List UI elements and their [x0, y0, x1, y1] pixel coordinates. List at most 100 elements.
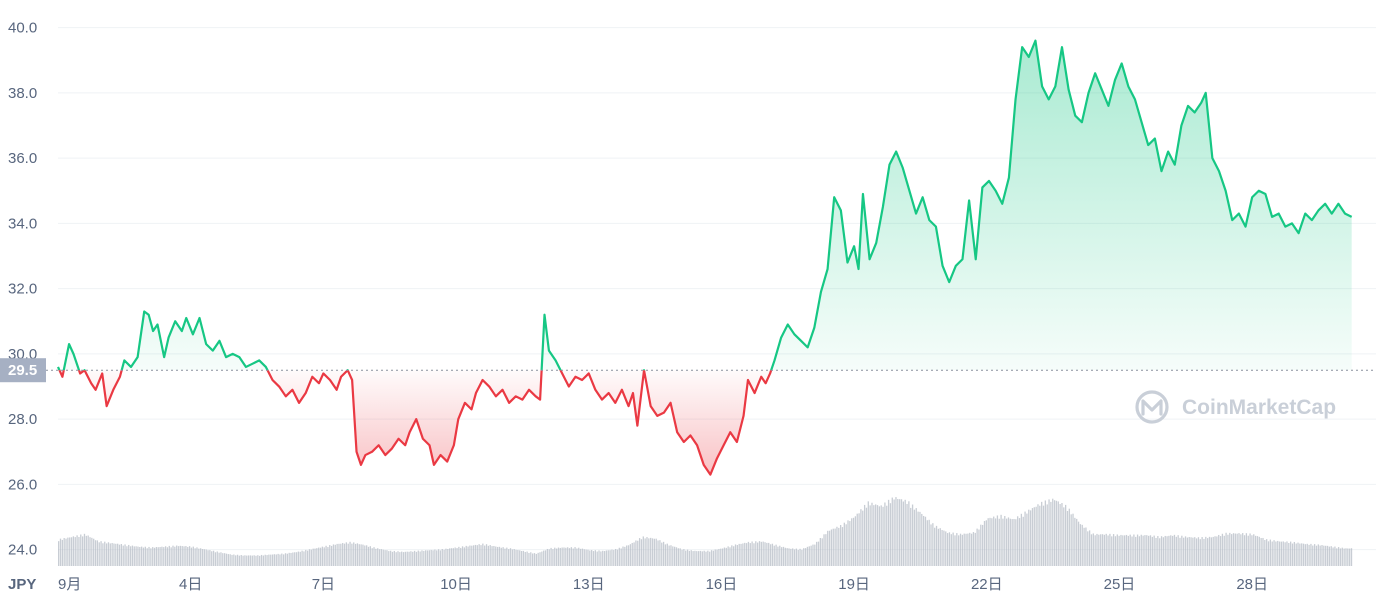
volume-bar [489, 545, 491, 566]
volume-bar [1157, 536, 1159, 566]
volume-bar [561, 547, 563, 566]
volume-bar [343, 543, 346, 566]
volume-bar [616, 549, 619, 566]
volume-bar [956, 533, 958, 566]
volume-bar [58, 541, 60, 566]
volume-bar [1347, 548, 1349, 566]
volume-bar [522, 550, 525, 566]
volume-bar [932, 523, 934, 566]
volume-bar [183, 546, 185, 566]
volume-bar [115, 543, 117, 566]
volume-bar [163, 547, 165, 566]
volume-bar [506, 547, 508, 566]
volume-bar [87, 535, 89, 566]
volume-bar [1050, 501, 1052, 566]
volume-bar [887, 499, 890, 566]
volume-bar [1306, 543, 1308, 566]
volume-bar [109, 543, 111, 566]
volume-bar [329, 545, 331, 566]
volume-bar [548, 549, 550, 566]
volume-bar [1251, 535, 1253, 566]
volume-bar [982, 524, 984, 566]
volume-bar [771, 543, 774, 566]
volume-bar [631, 542, 633, 566]
y-tick-label: 26.0 [8, 476, 37, 493]
volume-bar [637, 540, 639, 566]
volume-bar [919, 511, 921, 566]
volume-bar [533, 553, 536, 566]
volume-bar [976, 528, 978, 566]
volume-bar [614, 548, 617, 566]
volume-bar [270, 554, 272, 566]
volume-bar [906, 503, 908, 566]
volume-bar [581, 548, 584, 566]
volume-bar [1112, 534, 1115, 566]
volume-bar [105, 543, 108, 566]
volume-bar [448, 548, 451, 566]
volume-bar [640, 539, 643, 566]
volume-bar [828, 530, 831, 566]
volume-bar [283, 554, 285, 566]
volume-bar [1269, 539, 1272, 566]
volume-bar [679, 548, 681, 566]
volume-bar [801, 549, 803, 566]
volume-bar [539, 552, 541, 566]
volume-bar [793, 549, 796, 566]
volume-bar [596, 551, 598, 566]
volume-bar [1024, 511, 1026, 566]
volume-bar [1122, 535, 1124, 566]
volume-bar [229, 554, 231, 566]
volume-bar [369, 546, 371, 566]
volume-bar [266, 555, 268, 566]
volume-bar [862, 510, 864, 566]
volume-bar [624, 546, 626, 566]
volume-bar [415, 551, 418, 566]
volume-bar [1302, 543, 1305, 566]
volume-bar [1186, 537, 1189, 566]
volume-bar [1230, 534, 1233, 566]
volume-bar [1330, 546, 1332, 566]
volume-bar [827, 530, 829, 566]
volume-bar [974, 532, 976, 566]
volume-bar [196, 547, 198, 566]
volume-bar [177, 546, 180, 566]
volume-bar [849, 521, 851, 566]
volume-bar [419, 551, 421, 566]
volume-bar [1020, 513, 1023, 566]
volume-bar [541, 551, 543, 566]
volume-bar [100, 541, 102, 566]
volume-bar [965, 533, 967, 566]
volume-bar [131, 545, 134, 566]
volume-bar [891, 497, 893, 566]
volume-bar [579, 548, 582, 566]
volume-bar [585, 549, 587, 566]
volume-bar [814, 544, 816, 566]
volume-bar [504, 548, 506, 566]
volume-bar [395, 552, 397, 566]
volume-bar [231, 554, 233, 566]
volume-bar [81, 536, 84, 566]
volume-bar [1266, 539, 1268, 566]
volume-bar [878, 506, 881, 566]
volume-bar [747, 541, 750, 566]
volume-bar [426, 550, 429, 566]
volume-bar [531, 553, 534, 566]
volume-bar [1171, 535, 1174, 566]
volume-bar [1225, 532, 1227, 566]
volume-bar [797, 550, 799, 566]
volume-bar [895, 497, 897, 566]
volume-bar [544, 550, 547, 566]
volume-bar [271, 554, 274, 566]
volume-bar [779, 545, 781, 566]
volume-bar [681, 549, 683, 566]
volume-bar [1192, 537, 1194, 566]
volume-bar [1260, 538, 1262, 566]
volume-bar [675, 547, 678, 566]
volume-bar [437, 549, 440, 566]
volume-bar [806, 546, 809, 566]
volume-bar [1321, 545, 1323, 566]
volume-bar [1017, 516, 1019, 566]
volume-bar [941, 530, 943, 566]
volume-bar [356, 543, 359, 566]
